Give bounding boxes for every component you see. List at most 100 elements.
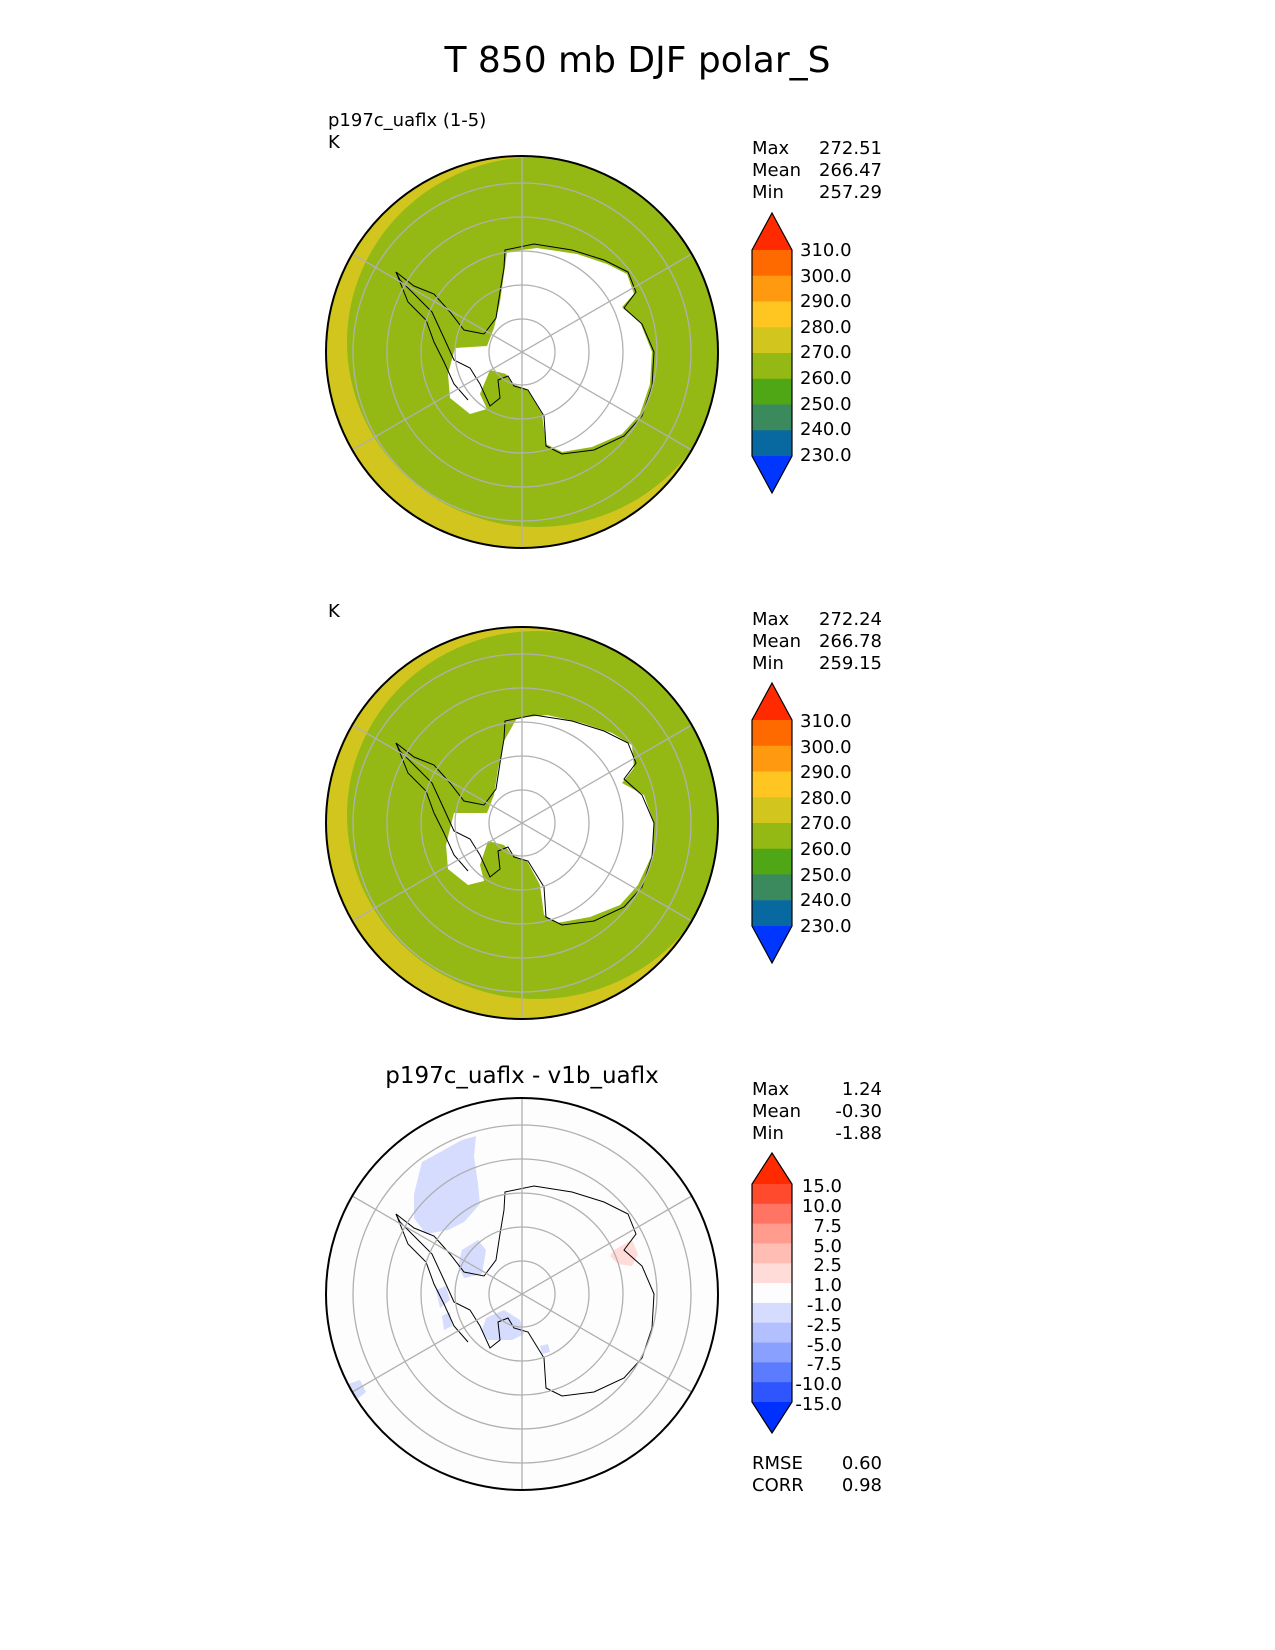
stat-value: 257.29 — [819, 182, 882, 203]
diff-negative-patch — [414, 1136, 480, 1234]
panel3-extra-stats: RMSE 0.60 CORR 0.98 — [752, 1453, 882, 1497]
colorbar-segment — [752, 378, 792, 405]
panel2-map-boundary — [325, 626, 719, 1020]
panel1-coastline — [395, 243, 655, 455]
diff-negative-patch — [540, 1344, 550, 1354]
panel2-colorbar — [751, 681, 793, 965]
colorbar-tick: 290.0 — [800, 762, 852, 784]
colorbar-tick: 5.0 — [813, 1235, 842, 1257]
figure-title: T 850 mb DJF polar_S — [444, 40, 831, 81]
colorbar-segment — [752, 353, 792, 380]
panel1-peninsula — [395, 271, 469, 401]
stat-label: Min — [752, 182, 784, 203]
colorbar-segment — [752, 900, 792, 927]
colorbar-tick: 300.0 — [800, 265, 852, 287]
colorbar-tick: -15.0 — [795, 1394, 842, 1415]
stat-value: 272.24 — [819, 609, 882, 630]
colorbar-tick: 230.0 — [800, 915, 852, 937]
colorbar-segment — [752, 823, 792, 850]
colorbar-tick: -2.5 — [806, 1314, 842, 1336]
colorbar-tick: 300.0 — [800, 736, 852, 758]
stat-value: 259.15 — [819, 653, 882, 674]
panel3-heading: p197c_uaflx - v1b_uaflx — [385, 1063, 659, 1089]
colorbar-tick: 2.5 — [813, 1255, 842, 1277]
stat-value: 0.98 — [841, 1475, 882, 1496]
panel2-coastline — [395, 714, 655, 926]
colorbar-tick: 250.0 — [800, 864, 852, 886]
colorbar-outline — [751, 211, 793, 495]
panel1-case-label: p197c_uaflx (1-5) — [328, 110, 487, 131]
panel1-antarctic-mask — [448, 248, 652, 452]
colorbar-segment — [752, 430, 792, 457]
stat-label: Max — [752, 609, 790, 630]
panel1-stats: Max 272.51 Mean 266.47 Min 257.29 — [752, 138, 882, 204]
diff-negative-patch — [482, 1310, 524, 1340]
colorbar-segment — [752, 797, 792, 824]
colorbar-extend-max — [752, 1153, 792, 1184]
colorbar-segment — [752, 275, 792, 302]
stat-label: Max — [752, 1079, 790, 1100]
stat-label: Mean — [752, 1101, 802, 1122]
colorbar-tick: 290.0 — [800, 291, 852, 313]
panel2-peninsula — [395, 742, 469, 872]
stat-value: -1.88 — [835, 1123, 882, 1144]
panel1-polar-map — [325, 155, 719, 549]
colorbar-tick: 310.0 — [800, 240, 852, 261]
colorbar-segment — [752, 874, 792, 901]
colorbar-tick: 280.0 — [800, 316, 852, 338]
colorbar-segment — [752, 1184, 792, 1205]
colorbar-segment — [752, 250, 792, 277]
diff-negative-patch — [436, 1286, 450, 1308]
colorbar-tick: 250.0 — [800, 393, 852, 415]
colorbar-tick: 1.0 — [813, 1275, 842, 1297]
panel1-map-boundary — [325, 155, 719, 549]
colorbar-tick: 280.0 — [800, 787, 852, 809]
stat-label: CORR — [752, 1475, 804, 1496]
stat-value: 1.24 — [841, 1079, 882, 1100]
colorbar-extend-min — [752, 456, 792, 493]
stat-label: Mean — [752, 631, 802, 652]
colorbar-tick: -7.5 — [806, 1354, 842, 1376]
colorbar-segment — [752, 848, 792, 875]
colorbar-segment — [752, 404, 792, 431]
stat-label: Max — [752, 138, 790, 159]
panel3-map-boundary — [325, 1097, 719, 1491]
colorbar-tick: -10.0 — [795, 1374, 842, 1396]
panel2-stats: Max 272.24 Mean 266.78 Min 259.15 — [752, 609, 882, 675]
colorbar-tick: 260.0 — [800, 839, 852, 860]
panel1-units-label: K — [328, 132, 340, 153]
colorbar-extend-min — [752, 926, 792, 963]
colorbar-segment — [752, 771, 792, 798]
colorbar-outline — [751, 681, 793, 965]
colorbar-extend-min — [752, 1402, 792, 1433]
colorbar-tick: 230.0 — [800, 444, 852, 466]
panel2-polar-map — [325, 626, 719, 1020]
stat-value: -0.30 — [835, 1101, 882, 1122]
panel1-gridlines — [351, 156, 693, 548]
panel2-antarctic-mask — [446, 715, 654, 923]
panel3-polar-map — [325, 1097, 719, 1491]
colorbar-tick: 7.5 — [813, 1215, 842, 1237]
colorbar-tick: -5.0 — [806, 1334, 842, 1356]
panel3-peninsula — [395, 1213, 469, 1343]
colorbar-tick: 10.0 — [801, 1195, 842, 1217]
colorbar-segment — [752, 301, 792, 328]
panel3-coastline — [395, 1185, 655, 1397]
colorbar-tick: 240.0 — [800, 890, 852, 912]
colorbar-segment — [752, 1322, 792, 1344]
panel2-units-label: K — [328, 601, 340, 622]
panel2-gridlines — [351, 627, 693, 1019]
colorbar-tick: 270.0 — [800, 813, 852, 835]
colorbar-segment — [752, 1283, 792, 1304]
colorbar-segment — [752, 1302, 792, 1324]
colorbar-segment — [752, 1382, 792, 1403]
colorbar-tick: 15.0 — [801, 1176, 842, 1197]
panel3-gridlines — [351, 1098, 693, 1490]
panel3-colorbar — [751, 1151, 793, 1435]
colorbar-segment — [752, 1263, 792, 1284]
stat-label: Min — [752, 653, 784, 674]
colorbar-extend-max — [752, 213, 792, 250]
stat-label: Mean — [752, 160, 802, 181]
stat-value: 272.51 — [819, 138, 882, 159]
colorbar-segment — [752, 1362, 792, 1383]
